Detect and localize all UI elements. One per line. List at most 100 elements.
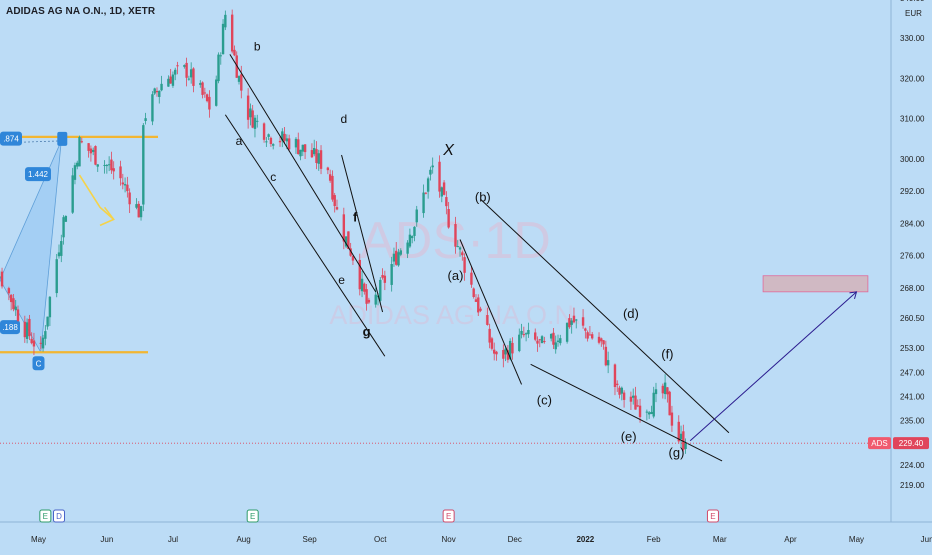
candle-body [221,23,225,55]
wave-label-X: X [442,142,455,159]
candle-body [297,139,300,155]
candle [126,176,129,198]
candle-body [123,184,127,186]
candle-body [30,338,33,344]
candle [253,115,257,138]
candle-body [62,217,65,238]
candle-body [392,253,396,262]
candle-body [251,110,254,128]
event-marker: E [706,509,719,523]
candle [283,126,286,143]
candle-body [474,299,478,302]
event-marker-label: E [446,512,451,521]
candle-body [349,248,352,256]
event-marker: E [246,509,259,523]
candle [30,332,33,345]
candle [590,331,594,340]
candle [119,160,122,186]
event-marker-box [442,509,455,523]
candle [463,253,466,281]
candle-body [661,385,665,394]
candle [629,391,633,410]
candle-body [540,336,544,344]
candle [123,177,127,193]
candle-body [447,209,450,228]
pattern-ratio-text: C [36,359,42,368]
candle [267,133,270,141]
candle-body [315,149,318,163]
candle [536,336,539,352]
event-marker: E [442,509,455,523]
candle [650,405,653,415]
wave-label-d: (d) [623,306,639,321]
pattern-ratio-text: .874 [3,135,19,144]
candle [62,215,65,245]
candle-body [490,338,494,349]
candle [205,93,209,103]
yellow-arrow-line [78,174,115,220]
candle-body [508,340,512,360]
candle-body [565,322,569,342]
x-tick-label: Oct [374,535,387,544]
candle [422,184,425,218]
x-tick-label: 2022 [576,535,594,544]
candle [600,337,603,347]
candle [32,332,36,356]
candle [335,199,339,211]
candle-body [171,74,175,86]
candle [167,75,170,87]
candle [14,299,17,316]
candle [9,294,13,311]
candle-body [205,94,209,102]
x-tick-label: Nov [442,535,456,544]
candle [458,246,462,257]
candle [367,297,371,305]
pattern-ratio-label: 1.442 [25,167,51,182]
candle [142,123,145,212]
candle [7,286,11,301]
candle [112,161,115,180]
candle [477,294,480,316]
candle [326,166,330,175]
target-zone-box [762,275,869,293]
candle-body [25,322,29,339]
pattern-ratio-box [0,320,20,335]
candle-body [203,92,207,94]
candle [328,169,332,183]
candle [233,45,236,57]
candle-body [317,153,320,164]
candle-body [294,138,298,148]
candle-body [299,149,302,157]
pattern-ratio-label: .188 [0,320,20,335]
candle [315,141,318,170]
candle [310,143,314,158]
channel2-lower-line [530,363,723,462]
candle [479,306,482,313]
candle [176,61,179,75]
candle [663,374,667,400]
pattern-ratio-label: .874 [0,131,22,146]
candle-body [9,294,13,303]
y-tick-label: 340.00 [900,0,925,3]
candle [0,267,4,289]
candle [604,340,608,367]
candle [575,318,578,329]
candle-body [504,348,507,355]
candle-body [666,387,669,395]
candle-body [23,321,27,338]
candle [447,201,450,229]
candle-body [360,278,364,292]
candle [224,10,227,31]
candle [60,234,63,263]
candle-body [217,54,220,82]
x-tick-label: Sep [303,535,318,544]
x-tick-label: Aug [236,535,250,544]
candle [456,240,459,248]
candle-body [584,328,587,331]
pattern-point-marker [57,131,68,146]
candle [215,75,218,107]
candle [240,65,243,99]
harmonic-pattern-fill [0,140,62,354]
